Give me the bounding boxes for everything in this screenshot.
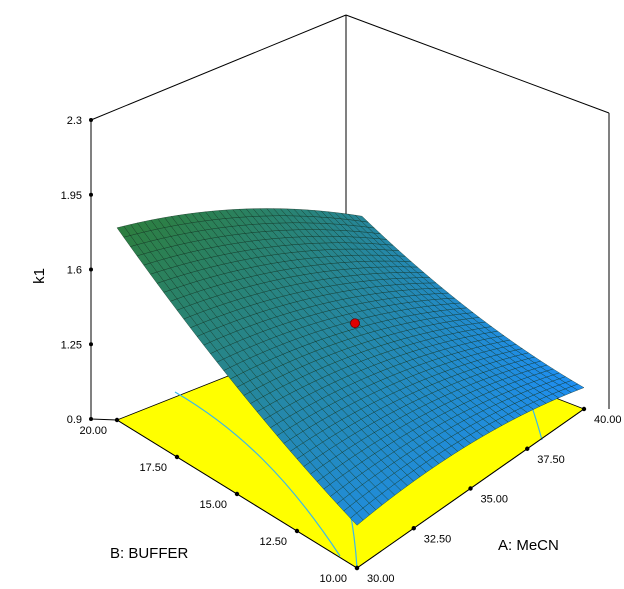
x-axis: 30.00 32.50 35.00 37.50 40.00: [354, 406, 622, 585]
x-tick-label: 40.00: [594, 414, 622, 426]
x-tick-label: 37.50: [537, 454, 565, 466]
design-point-marker: [350, 318, 360, 329]
z-tick-label: 1.25: [61, 339, 82, 351]
floor-contour-line: [174, 391, 341, 557]
y-tick-label: 15.00: [199, 499, 227, 511]
z-tick-label: 1.6: [67, 265, 82, 277]
y-tick-mark: [114, 417, 120, 423]
z-tick-mark: [89, 118, 93, 122]
z-axis: 0.9 1.25 1.6 1.95 2.3: [61, 115, 93, 426]
x-tick-label: 35.00: [481, 494, 509, 506]
y-tick-mark: [354, 565, 360, 571]
y-tick-label: 12.50: [259, 536, 287, 548]
y-axis-title: B: BUFFER: [110, 545, 189, 562]
x-tick-mark: [468, 486, 473, 491]
x-tick-mark: [525, 446, 530, 451]
z-tick-label: 0.9: [67, 414, 82, 426]
x-tick-mark: [581, 406, 587, 412]
z-tick-mark: [89, 192, 93, 197]
response-surface: [116, 208, 585, 526]
y-tick-label: 20.00: [79, 425, 107, 437]
x-tick-mark: [411, 526, 416, 531]
z-axis-title: k1: [31, 268, 48, 284]
x-axis-title: A: MeCN: [498, 537, 559, 554]
z-tick-mark: [89, 267, 93, 272]
y-tick-mark: [234, 491, 240, 497]
z-tick-label: 2.3: [67, 115, 82, 127]
x-tick-label: 32.50: [424, 533, 452, 545]
z-tick-mark: [89, 417, 93, 421]
z-tick-mark: [89, 342, 93, 347]
y-tick-mark: [294, 528, 300, 534]
y-tick-label: 17.50: [139, 462, 167, 474]
x-tick-label: 30.00: [367, 573, 395, 584]
surface-cell: [354, 214, 369, 223]
y-axis: 10.00 12.50 15.00 17.50 20.00: [79, 417, 360, 585]
y-tick-label: 10.00: [319, 573, 347, 584]
z-tick-label: 1.95: [61, 190, 82, 202]
y-tick-mark: [174, 454, 180, 460]
